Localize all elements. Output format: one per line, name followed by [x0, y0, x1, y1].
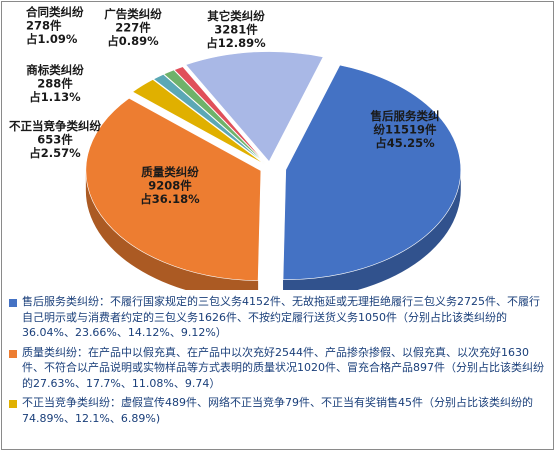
note-swatch-after-sales — [9, 299, 17, 307]
pie-slice-3 — [153, 74, 266, 165]
notes: 售后服务类纠纷：不履行国家规定的三包义务4152件、无故拖延或无理拒绝履行三包义… — [9, 294, 547, 430]
pie-slice-4 — [163, 69, 266, 164]
pie-side-0 — [283, 169, 461, 290]
pie-slice-2 — [132, 79, 265, 165]
pie-side-1 — [85, 170, 259, 290]
pie-sides — [85, 169, 461, 290]
note-text-after-sales: 售后服务类纠纷：不履行国家规定的三包义务4152件、无故拖延或无理拒绝履行三包义… — [22, 295, 540, 339]
pie-label-4: 合同类纠纷 278件占1.09% — [26, 5, 84, 46]
pie-labels: 售后服务类纠纷11519件占45.25% 质量类纠纷 9208件占36.18% 不正当… — [9, 5, 440, 206]
pie-slice-6 — [185, 51, 324, 163]
pie-slice-1 — [85, 97, 262, 281]
pie-label-2: 不正当竞争类纠纷 653件占2.57% — [9, 119, 101, 160]
pie-label-3: 商标类纠纷 288件占1.13% — [26, 63, 84, 104]
pie-slice-5 — [173, 66, 267, 164]
pie-tops — [85, 51, 462, 281]
pie-chart: 售后服务类纠纷11519件占45.25% 质量类纠纷 9208件占36.18% 不正当… — [9, 5, 462, 290]
note-after-sales: 售后服务类纠纷：不履行国家规定的三包义务4152件、无故拖延或无理拒绝履行三包义… — [9, 294, 547, 341]
note-text-quality: 质量类纠纷：在产品中以假充真、在产品中以次充好2544件、产品掺杂掺假、以假充真… — [22, 345, 544, 390]
pie-label-5: 广告类纠纷 227件占0.89% — [104, 7, 162, 48]
note-swatch-quality — [9, 349, 17, 358]
pie-label-6: 其它类纠纷 3281件占12.89% — [206, 9, 266, 50]
pie-slice-0 — [282, 64, 462, 280]
note-swatch-unfair-competition — [9, 400, 17, 408]
note-unfair-competition: 不正当竞争类纠纷：虚假宣传489件、网络不正当竞争79件、不正当有奖销售45件（… — [9, 395, 547, 426]
note-quality: 质量类纠纷：在产品中以假充真、在产品中以次充好2544件、产品掺杂掺假、以假充真… — [9, 345, 547, 392]
pie-label-0: 售后服务类纠纷11519件占45.25% — [370, 109, 440, 150]
note-text-unfair-competition: 不正当竞争类纠纷：虚假宣传489件、网络不正当竞争79件、不正当有奖销售45件（… — [22, 396, 533, 425]
pie-label-1: 质量类纠纷 9208件占36.18% — [140, 165, 200, 206]
